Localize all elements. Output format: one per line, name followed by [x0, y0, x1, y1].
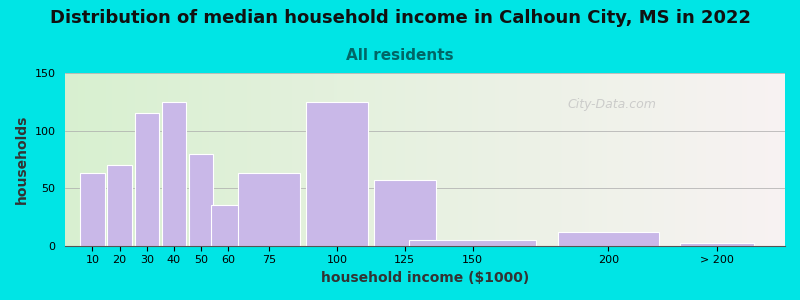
Bar	[134, 113, 159, 246]
Bar	[80, 173, 105, 246]
Bar	[409, 240, 537, 246]
Bar	[210, 206, 246, 246]
Y-axis label: households: households	[15, 115, 29, 204]
Bar	[238, 173, 300, 246]
Bar	[681, 243, 754, 246]
Bar	[374, 180, 436, 246]
Bar	[558, 232, 658, 246]
X-axis label: household income ($1000): household income ($1000)	[321, 271, 530, 285]
Text: City-Data.com: City-Data.com	[568, 98, 657, 111]
Bar	[162, 102, 186, 246]
Bar	[306, 102, 368, 246]
Text: Distribution of median household income in Calhoun City, MS in 2022: Distribution of median household income …	[50, 9, 750, 27]
Bar	[189, 154, 214, 246]
Text: All residents: All residents	[346, 48, 454, 63]
Bar	[107, 165, 132, 246]
